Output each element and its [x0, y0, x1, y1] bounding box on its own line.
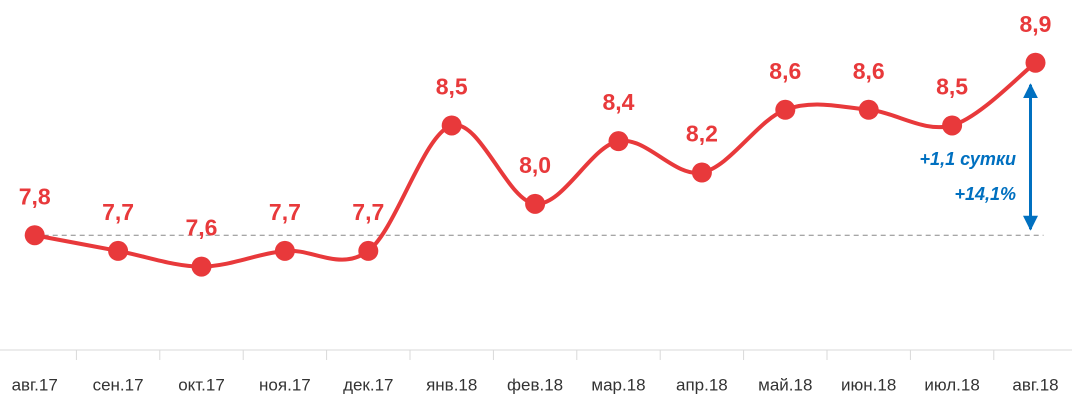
x-tick-label: фев.18 — [507, 375, 563, 394]
marker — [525, 193, 546, 214]
marker — [608, 131, 629, 152]
x-tick-label: май.18 — [758, 375, 812, 394]
value-label: 8,6 — [853, 58, 885, 84]
marker — [775, 99, 796, 120]
x-tick-label: июн.18 — [841, 375, 896, 394]
value-label: 8,4 — [603, 89, 635, 115]
marker — [358, 240, 379, 261]
x-tick-label: авг.18 — [1012, 375, 1058, 394]
value-label: 8,9 — [1020, 11, 1052, 37]
annotation: +14,1% — [954, 184, 1016, 204]
marker — [108, 240, 129, 261]
x-tick-label: мар.18 — [591, 375, 645, 394]
value-label: 7,7 — [269, 199, 301, 225]
x-tick-label: окт.17 — [178, 375, 225, 394]
x-tick-label: апр.18 — [676, 375, 728, 394]
value-label: 8,5 — [936, 74, 968, 100]
x-tick-label: июл.18 — [924, 375, 979, 394]
marker — [1025, 52, 1046, 73]
marker — [942, 115, 963, 136]
marker — [691, 162, 712, 183]
x-tick-label: дек.17 — [343, 375, 393, 394]
x-tick-label: сен.17 — [93, 375, 144, 394]
marker — [274, 240, 295, 261]
marker — [441, 115, 462, 136]
x-tick-label: ноя.17 — [259, 375, 311, 394]
value-label: 8,2 — [686, 121, 718, 147]
value-label: 8,5 — [436, 74, 468, 100]
annotation: +1,1 сутки — [920, 149, 1016, 169]
value-label: 7,7 — [352, 199, 384, 225]
x-tick-label: авг.17 — [12, 375, 58, 394]
x-tick-label: янв.18 — [426, 375, 477, 394]
marker — [858, 99, 879, 120]
value-label: 8,0 — [519, 152, 551, 178]
value-label: 8,6 — [769, 58, 801, 84]
value-label: 7,8 — [19, 183, 51, 209]
value-label: 7,7 — [102, 199, 134, 225]
value-label: 7,6 — [186, 215, 218, 241]
marker — [191, 256, 212, 277]
marker — [24, 225, 45, 246]
